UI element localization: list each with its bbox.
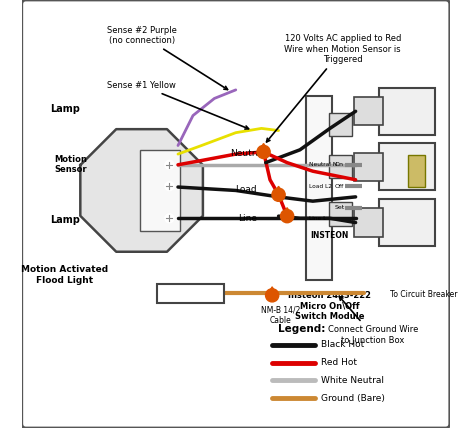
Text: Motion
Sensor: Motion Sensor <box>55 155 87 175</box>
Circle shape <box>281 210 294 223</box>
Text: Load: Load <box>236 184 257 194</box>
Text: Neutral N: Neutral N <box>309 162 337 167</box>
Text: Black Hot: Black Hot <box>321 340 365 349</box>
FancyBboxPatch shape <box>379 88 435 135</box>
Text: Sense #2 Purple
(no connection): Sense #2 Purple (no connection) <box>107 26 228 89</box>
Text: Off: Off <box>334 184 344 189</box>
Text: Ground (Bare): Ground (Bare) <box>321 394 385 403</box>
Text: To Circuit Breaker: To Circuit Breaker <box>390 289 457 299</box>
Circle shape <box>272 188 285 201</box>
Text: Insteon 2443-222
Micro On\Off
Switch Module: Insteon 2443-222 Micro On\Off Switch Mod… <box>288 291 372 321</box>
Text: On: On <box>334 162 343 167</box>
FancyBboxPatch shape <box>157 284 224 303</box>
Polygon shape <box>80 129 203 252</box>
FancyBboxPatch shape <box>379 199 435 246</box>
FancyBboxPatch shape <box>355 97 383 125</box>
Text: Line L: Line L <box>309 216 326 221</box>
Text: Load L2: Load L2 <box>309 184 331 189</box>
Text: Set: Set <box>334 205 345 210</box>
Text: Lamp: Lamp <box>50 104 80 114</box>
FancyBboxPatch shape <box>408 155 425 187</box>
Polygon shape <box>283 208 292 216</box>
FancyBboxPatch shape <box>22 0 450 428</box>
Text: Motion Activated
Flood Light: Motion Activated Flood Light <box>21 265 108 285</box>
FancyBboxPatch shape <box>379 143 435 190</box>
Text: Neutral: Neutral <box>230 149 263 158</box>
Text: Line: Line <box>238 214 257 223</box>
Text: Sense #1 Yellow: Sense #1 Yellow <box>107 81 248 129</box>
Polygon shape <box>267 287 277 295</box>
Polygon shape <box>259 143 268 152</box>
FancyBboxPatch shape <box>329 113 352 136</box>
FancyBboxPatch shape <box>140 150 180 231</box>
FancyBboxPatch shape <box>329 202 352 226</box>
Polygon shape <box>274 186 283 195</box>
Circle shape <box>165 182 173 190</box>
Circle shape <box>265 289 279 302</box>
Text: Connect Ground Wire
to Junction Box: Connect Ground Wire to Junction Box <box>328 297 418 345</box>
Text: Lamp: Lamp <box>50 215 80 226</box>
Text: Legend:: Legend: <box>278 324 326 334</box>
Text: White Neutral: White Neutral <box>321 376 384 385</box>
FancyBboxPatch shape <box>329 155 352 178</box>
Text: NM-B 14/2
Cable: NM-B 14/2 Cable <box>261 305 301 324</box>
FancyBboxPatch shape <box>355 208 383 237</box>
FancyBboxPatch shape <box>355 153 383 181</box>
Text: Red Hot: Red Hot <box>321 358 357 367</box>
Circle shape <box>257 146 270 158</box>
Text: 120 Volts AC applied to Red
Wire when Motion Sensor is
Triggered: 120 Volts AC applied to Red Wire when Mo… <box>266 34 401 142</box>
Text: INSTEON: INSTEON <box>311 231 349 240</box>
FancyBboxPatch shape <box>306 96 332 280</box>
Circle shape <box>165 160 173 169</box>
Circle shape <box>165 214 173 223</box>
